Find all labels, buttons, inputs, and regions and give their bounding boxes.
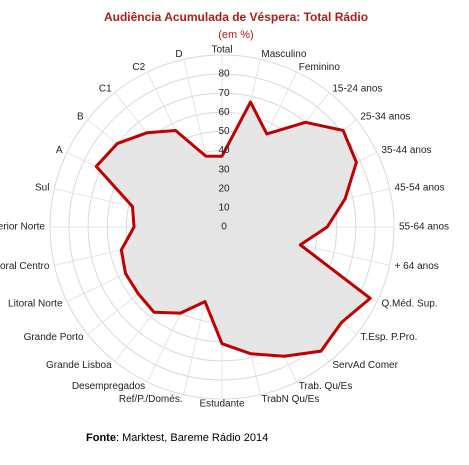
r-tick-label: 50 [218,126,230,137]
category-label: Sul [35,182,49,193]
r-tick-label: 10 [218,203,230,214]
category-label: ServAd Comer [332,360,398,371]
series-line [94,100,372,358]
category-label: Total [211,45,232,56]
r-tick-label: 70 [218,88,230,99]
category-label: C2 [132,62,145,73]
category-label: A [56,145,63,156]
source-text: : Marktest, Bareme Rádio 2014 [116,432,268,444]
category-label: Feminino [299,62,341,73]
chart-subtitle: (em %) [218,29,253,41]
category-label: Q.Méd. Sup. [381,298,437,309]
category-label: Masculino [261,49,306,60]
r-tick-label: 60 [218,107,230,118]
category-label: T.Esp. P.Pro. [360,332,417,343]
series-area [96,102,371,357]
source: Fonte: Marktest, Bareme Rádio 2014 [86,432,268,444]
category-label: Estudante [199,399,244,410]
category-label: Ref/P./Domés. [119,394,183,405]
category-label: Grande Lisboa [46,360,112,371]
category-label: Interior Norte [0,222,45,233]
category-label: Litoral Centro [0,261,50,272]
category-label: D [175,49,182,60]
r-tick-label: 80 [218,69,230,80]
category-label: 55-64 anos [399,222,449,233]
category-label: Trab. Qu/Es [299,381,353,392]
category-label: 15-24 anos [332,83,382,94]
category-label: Litoral Norte [8,298,63,309]
category-label: Grande Porto [24,332,84,343]
r-tick-label: 30 [218,164,230,175]
category-label: 35-44 anos [381,145,431,156]
category-label: 45-54 anos [395,182,445,193]
r-tick-label: 0 [221,222,227,233]
category-label: TrabN Qu/Es [261,394,319,405]
r-tick-label: 20 [218,183,230,194]
category-label: 25-34 anos [360,111,410,122]
category-label: B [77,111,84,122]
category-label: + 64 anos [395,261,439,272]
chart-title: Audiência Acumulada de Véspera: Total Rá… [104,10,368,24]
category-label: Desempregados [72,381,145,392]
r-tick-label: 40 [218,145,230,156]
source-label: Fonte [86,432,116,444]
category-label: C1 [99,83,112,94]
